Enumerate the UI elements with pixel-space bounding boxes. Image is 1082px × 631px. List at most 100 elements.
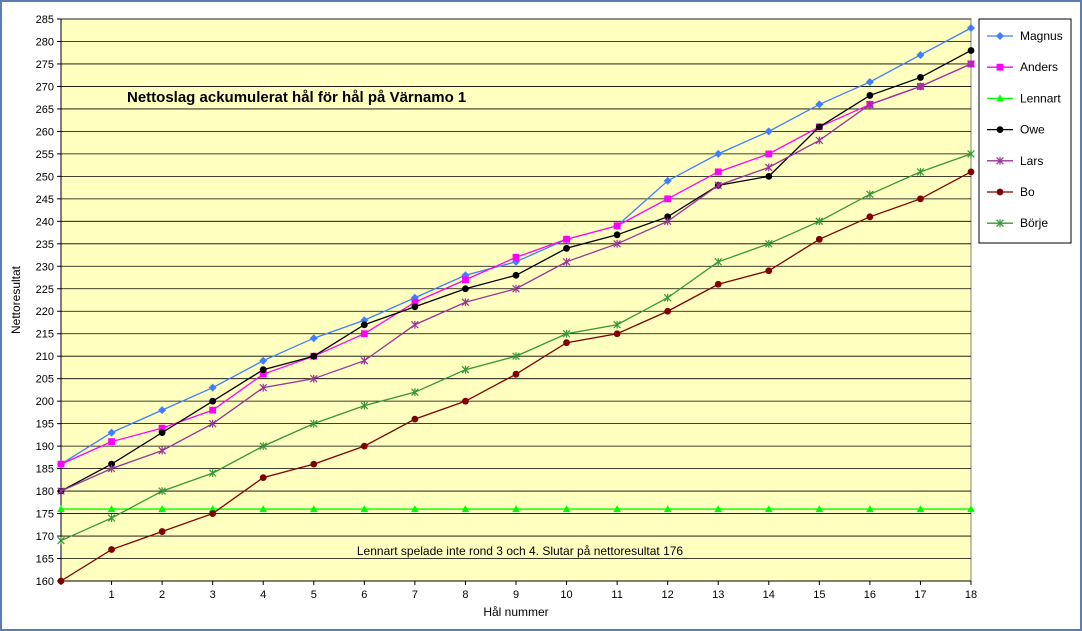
data-point-owe xyxy=(967,47,975,54)
plot-area xyxy=(60,18,972,582)
data-point-bo xyxy=(209,510,217,517)
legend-item-lennart: Lennart xyxy=(987,91,1061,105)
data-point-b-rje xyxy=(663,293,672,302)
y-tick-label: 235 xyxy=(36,239,54,251)
y-tick-label: 165 xyxy=(36,554,54,566)
data-point-b-rje xyxy=(967,149,975,158)
data-point-owe xyxy=(360,321,368,329)
data-point-lars xyxy=(512,284,520,293)
data-point-magnus xyxy=(259,356,268,365)
y-tick-label: 240 xyxy=(36,216,54,228)
data-point-lennart xyxy=(967,505,975,513)
legend-marker-magnus xyxy=(996,32,1004,40)
chart-annotation: Lennart spelade inte rond 3 och 4. Sluta… xyxy=(357,544,684,558)
x-tick-label: 6 xyxy=(361,589,367,601)
data-point-lars xyxy=(411,320,419,329)
data-point-bo xyxy=(310,460,318,468)
x-tick-label: 4 xyxy=(260,589,266,601)
y-tick-label: 280 xyxy=(36,36,54,48)
y-tick-label: 180 xyxy=(36,486,54,498)
legend-label-magnus: Magnus xyxy=(1020,29,1063,43)
data-point-anders xyxy=(664,195,672,203)
data-point-bo xyxy=(917,195,924,203)
y-tick-label: 210 xyxy=(36,351,54,363)
data-point-b-rje xyxy=(360,401,369,410)
data-point-owe xyxy=(866,92,874,99)
y-tick-label: 185 xyxy=(36,464,54,476)
data-point-b-rje xyxy=(107,514,116,522)
data-point-anders xyxy=(714,168,722,176)
y-tick-label: 260 xyxy=(36,126,54,138)
y-tick-label: 190 xyxy=(36,441,54,453)
data-point-b-rje xyxy=(411,388,419,397)
data-point-lennart xyxy=(259,505,268,513)
y-tick-label: 285 xyxy=(36,14,54,26)
data-point-owe xyxy=(613,231,621,239)
y-axis-label: Nettoresultat xyxy=(9,265,23,334)
data-point-b-rje xyxy=(461,365,470,374)
data-point-owe xyxy=(917,74,924,81)
data-point-magnus xyxy=(714,149,723,158)
x-tick-label: 18 xyxy=(965,589,977,601)
x-tick-label: 11 xyxy=(611,589,622,601)
data-point-owe xyxy=(512,271,520,279)
data-point-b-rje xyxy=(613,320,621,329)
data-point-owe xyxy=(563,244,570,252)
data-point-anders xyxy=(360,330,368,338)
data-point-magnus xyxy=(815,100,824,109)
data-point-lars xyxy=(764,163,773,172)
x-tick-label: 3 xyxy=(210,589,216,601)
data-point-lars xyxy=(309,374,318,383)
data-point-anders xyxy=(462,276,469,284)
data-point-lennart xyxy=(461,505,470,513)
data-point-magnus xyxy=(764,127,773,136)
data-point-bo xyxy=(57,577,65,585)
data-point-owe xyxy=(259,366,267,374)
legend-marker-b-rje xyxy=(996,219,1004,228)
legend-item-magnus: Magnus xyxy=(987,29,1063,43)
x-tick-label: 17 xyxy=(914,589,926,601)
data-point-lars xyxy=(967,60,975,68)
legend-marker-lennart xyxy=(996,94,1004,102)
series-group xyxy=(57,23,975,585)
data-point-magnus xyxy=(208,383,217,392)
data-point-b-rje xyxy=(714,257,723,266)
data-point-lennart xyxy=(360,505,369,513)
x-tick-label: 12 xyxy=(662,589,674,601)
data-point-lennart xyxy=(764,505,773,513)
data-point-owe xyxy=(108,460,115,468)
legend-label-bo: Bo xyxy=(1020,185,1035,199)
data-point-bo xyxy=(512,370,520,378)
data-point-bo xyxy=(815,235,823,243)
data-point-b-rje xyxy=(815,217,824,226)
y-tick-label: 225 xyxy=(36,284,54,296)
data-point-lars xyxy=(208,419,217,428)
data-point-b-rje xyxy=(916,167,925,176)
y-tick-label: 170 xyxy=(36,531,54,543)
data-point-lars xyxy=(562,257,571,266)
legend: Magnus Anders Lennart Owe Lars Bo Börje xyxy=(978,18,1072,244)
data-point-lars xyxy=(613,239,621,248)
data-point-lars xyxy=(461,298,470,307)
data-point-anders xyxy=(158,424,166,432)
data-point-owe xyxy=(158,429,166,437)
data-point-lars xyxy=(360,356,369,365)
data-point-b-rje xyxy=(512,352,520,361)
legend-label-anders: Anders xyxy=(1020,60,1058,74)
data-point-anders xyxy=(108,438,115,446)
data-point-bo xyxy=(411,415,419,423)
data-point-owe xyxy=(209,397,217,405)
x-tick-label: 1 xyxy=(108,589,114,601)
x-tick-label: 8 xyxy=(462,589,468,601)
gridlines xyxy=(60,18,971,582)
data-point-magnus xyxy=(865,77,874,86)
data-point-lars xyxy=(866,100,874,109)
y-tick-label: 255 xyxy=(36,149,54,161)
data-point-bo xyxy=(664,307,672,315)
y-tick-label: 230 xyxy=(36,261,54,273)
legend-item-bo: Bo xyxy=(987,185,1035,199)
y-tick-label: 205 xyxy=(36,374,54,386)
data-point-lennart xyxy=(107,505,116,513)
data-point-lennart xyxy=(309,505,318,513)
y-tick-label: 270 xyxy=(36,81,54,93)
